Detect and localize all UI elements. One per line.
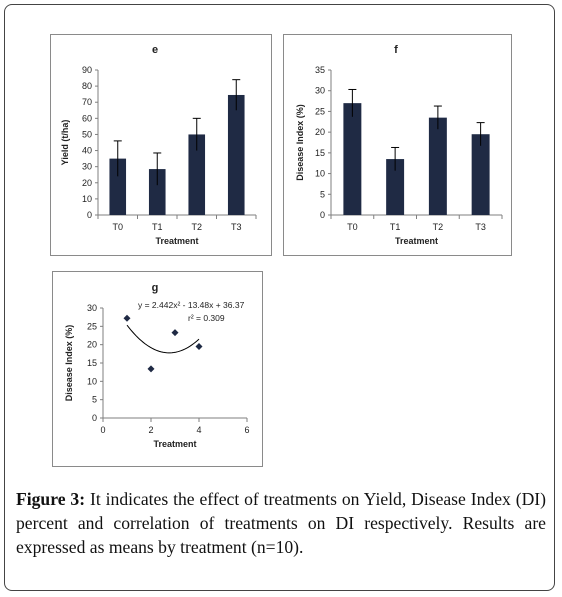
y-tick-label: 20 <box>87 340 97 350</box>
x-tick-label: 4 <box>196 425 201 435</box>
y-tick-label: 60 <box>82 113 92 123</box>
y-tick-label: 25 <box>87 321 97 331</box>
caption-label: Figure 3: <box>16 489 86 509</box>
panel-f-disease-index-chart: f 0 5 10 15 20 25 30 35 T0 T1 T2 T3 Treatment Disease … <box>283 34 512 256</box>
bar-T1 <box>148 169 166 215</box>
y-tick-label: 30 <box>82 162 92 172</box>
y-tick-label: 30 <box>87 303 97 313</box>
x-tick-label-T1: T1 <box>390 222 401 232</box>
chart-title: g <box>152 282 159 294</box>
panel-g-scatter-chart: g 0 5 10 15 20 25 30 0 2 4 6 y = 2.442x² - 13.48x + … <box>52 271 263 467</box>
bar-T3 <box>227 94 245 215</box>
y-tick-label: 5 <box>320 189 325 199</box>
y-tick-label: 40 <box>82 146 92 156</box>
data-point <box>123 314 131 322</box>
y-tick-label: 10 <box>315 169 325 179</box>
panel-e-yield-chart: e 0 10 20 30 40 50 60 70 80 90 T0 T1 T2 T3 Treatment Yie… <box>50 34 272 256</box>
x-axis-label: Treatment <box>153 439 196 449</box>
y-tick-label: 10 <box>82 194 92 204</box>
x-axis-label: Treatment <box>155 236 198 246</box>
trendline-equation: y = 2.442x² - 13.48x + 36.37 <box>138 300 245 310</box>
caption-text: It indicates the effect of treatments on… <box>16 489 546 557</box>
y-tick-label: 20 <box>315 127 325 137</box>
x-tick-label-T1: T1 <box>152 222 163 232</box>
x-tick-label: 6 <box>244 425 249 435</box>
y-tick-label: 30 <box>315 86 325 96</box>
x-tick-label-T2: T2 <box>191 222 202 232</box>
disease-index-scatter-chart: g 0 5 10 15 20 25 30 0 2 4 6 y = 2.442x² - 13.48x + … <box>64 282 250 449</box>
x-axis-label: Treatment <box>395 236 438 246</box>
y-axis-label: Yield (t/ha) <box>60 120 70 166</box>
x-tick-label: 0 <box>100 425 105 435</box>
y-tick-label: 10 <box>87 376 97 386</box>
y-tick-label: 80 <box>82 81 92 91</box>
y-tick-label: 50 <box>82 129 92 139</box>
data-point <box>147 365 155 373</box>
figure-caption: Figure 3: It indicates the effect of tre… <box>16 487 546 559</box>
chart-title: f <box>394 44 398 56</box>
x-tick-label-T3: T3 <box>475 222 486 232</box>
y-tick-label: 35 <box>315 65 325 75</box>
yield-bar-chart: e 0 10 20 30 40 50 60 70 80 90 T0 T1 T2 T3 Treatment Yie… <box>60 44 257 246</box>
data-point <box>195 343 203 350</box>
x-tick-label-T0: T0 <box>112 222 123 232</box>
y-tick-label: 5 <box>92 395 97 405</box>
y-tick-label: 25 <box>315 106 325 116</box>
polynomial-trendline <box>126 324 200 354</box>
y-tick-label: 90 <box>82 65 92 75</box>
x-tick-label-T3: T3 <box>231 222 242 232</box>
y-axis-label: Disease Index (%) <box>64 325 74 402</box>
y-tick-label: 20 <box>82 178 92 188</box>
x-tick-label-T2: T2 <box>433 222 444 232</box>
y-tick-label: 70 <box>82 97 92 107</box>
x-tick-label: 2 <box>148 425 153 435</box>
chart-title: e <box>152 44 158 56</box>
y-tick-label: 0 <box>320 210 325 220</box>
bar-T3 <box>471 134 490 215</box>
y-tick-label: 0 <box>87 210 92 220</box>
bar-T2 <box>188 134 206 215</box>
bar-T1 <box>386 159 405 215</box>
bar-T2 <box>428 117 447 215</box>
y-tick-label: 15 <box>315 148 325 158</box>
y-tick-label: 0 <box>92 413 97 423</box>
disease-index-bar-chart: f 0 5 10 15 20 25 30 35 T0 T1 T2 T3 Treatment Disease … <box>295 44 503 246</box>
bar-T0 <box>109 158 127 215</box>
r-squared-label: r² = 0.309 <box>188 313 225 323</box>
bar-T0 <box>343 103 362 215</box>
y-axis-label: Disease Index (%) <box>295 104 305 181</box>
x-tick-label-T0: T0 <box>347 222 358 232</box>
data-point <box>171 329 179 337</box>
y-tick-label: 15 <box>87 358 97 368</box>
